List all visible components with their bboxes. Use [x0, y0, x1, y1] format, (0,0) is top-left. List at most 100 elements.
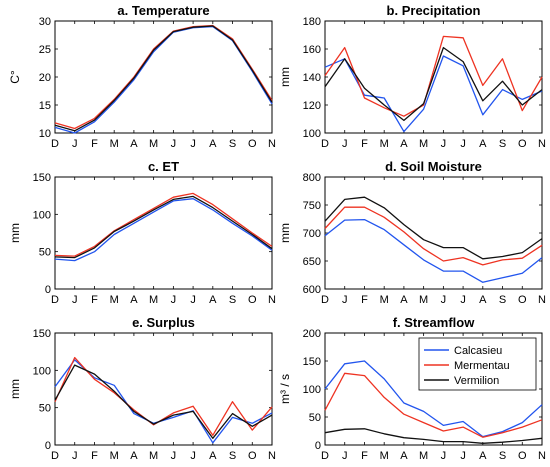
- x-tick-label: D: [51, 450, 59, 462]
- legend-entry: Vermilion: [454, 375, 499, 387]
- x-tick-label: J: [72, 138, 78, 150]
- y-tick-label: 650: [303, 256, 321, 268]
- x-tick-label: A: [479, 294, 487, 306]
- y-tick-label: 120: [303, 100, 321, 112]
- x-tick-label: F: [361, 294, 368, 306]
- legend-box: [418, 337, 537, 391]
- y-axis-label: mm: [278, 223, 292, 243]
- x-tick-label: J: [460, 294, 466, 306]
- y-tick-label: 25: [39, 44, 51, 56]
- y-tick-label: 100: [303, 384, 321, 396]
- x-tick-label: M: [419, 294, 428, 306]
- x-tick-label: A: [209, 294, 217, 306]
- y-tick-label: 160: [303, 44, 321, 56]
- x-tick-label: F: [361, 450, 368, 462]
- x-tick-label: N: [538, 138, 546, 150]
- x-tick-label: J: [441, 450, 447, 462]
- x-tick-label: F: [91, 450, 98, 462]
- plot-frame: [54, 176, 273, 290]
- y-tick-label: 50: [39, 403, 51, 415]
- x-tick-label: D: [51, 294, 59, 306]
- x-tick-label: A: [130, 294, 138, 306]
- x-tick-label: F: [91, 138, 98, 150]
- x-tick-label: O: [518, 294, 527, 306]
- x-tick-label: J: [342, 294, 348, 306]
- x-tick-label: J: [171, 294, 177, 306]
- x-tick-label: M: [380, 450, 389, 462]
- x-tick-label: F: [91, 294, 98, 306]
- x-tick-label: M: [149, 138, 158, 150]
- x-tick-label: A: [400, 294, 408, 306]
- y-tick-label: 150: [303, 356, 321, 368]
- x-tick-label: F: [361, 138, 368, 150]
- y-tick-label: 0: [45, 440, 51, 452]
- y-tick-label: 180: [303, 16, 321, 28]
- x-tick-label: O: [518, 450, 527, 462]
- y-tick-label: 10: [39, 128, 51, 140]
- x-tick-label: J: [171, 450, 177, 462]
- series-line-calcasieu: [324, 55, 543, 133]
- x-tick-label: S: [499, 450, 506, 462]
- y-tick-label: 150: [33, 172, 51, 184]
- x-tick-label: A: [400, 138, 408, 150]
- legend-entry: Mermentau: [454, 360, 510, 372]
- plot-frame: [54, 20, 273, 134]
- x-tick-label: J: [190, 138, 196, 150]
- y-tick-label: 20: [39, 72, 51, 84]
- x-tick-label: N: [538, 450, 546, 462]
- y-tick-label: 15: [39, 100, 51, 112]
- series-line-vermilion: [324, 196, 543, 260]
- panel-title: c. ET: [148, 159, 179, 174]
- x-tick-label: O: [518, 138, 527, 150]
- x-tick-label: D: [321, 294, 329, 306]
- x-tick-label: S: [229, 450, 236, 462]
- y-axis-label: mm: [8, 223, 22, 243]
- series-line-calcasieu: [54, 25, 273, 134]
- x-tick-label: A: [479, 138, 487, 150]
- x-tick-label: J: [190, 294, 196, 306]
- y-tick-label: 30: [39, 16, 51, 28]
- x-tick-label: A: [209, 138, 217, 150]
- x-tick-label: M: [110, 294, 119, 306]
- plot-frame: [54, 332, 273, 446]
- y-tick-label: 100: [33, 365, 51, 377]
- panel-title: f. Streamflow: [393, 315, 476, 330]
- x-tick-label: N: [538, 294, 546, 306]
- series-line-vermilion: [54, 195, 273, 259]
- y-tick-label: 0: [315, 440, 321, 452]
- x-tick-label: A: [209, 450, 217, 462]
- y-tick-label: 0: [45, 284, 51, 296]
- x-tick-label: M: [149, 294, 158, 306]
- x-tick-label: A: [130, 138, 138, 150]
- y-axis-label: mm: [278, 67, 292, 87]
- series-line-mermentau: [324, 206, 543, 266]
- x-tick-label: M: [419, 450, 428, 462]
- x-tick-label: M: [380, 138, 389, 150]
- x-tick-label: N: [268, 138, 276, 150]
- x-tick-label: O: [248, 294, 257, 306]
- y-tick-label: 140: [303, 72, 321, 84]
- y-tick-label: 50: [309, 412, 321, 424]
- x-tick-label: J: [342, 138, 348, 150]
- series-line-vermilion: [54, 25, 273, 132]
- x-tick-label: D: [321, 138, 329, 150]
- panel-title: e. Surplus: [132, 315, 195, 330]
- x-tick-label: O: [248, 138, 257, 150]
- panel-title: d. Soil Moisture: [385, 159, 482, 174]
- x-tick-label: M: [380, 294, 389, 306]
- y-tick-label: 100: [303, 128, 321, 140]
- x-tick-label: J: [72, 450, 78, 462]
- series-line-calcasieu: [324, 218, 543, 283]
- x-tick-label: A: [479, 450, 487, 462]
- x-tick-label: J: [72, 294, 78, 306]
- x-tick-label: S: [229, 294, 236, 306]
- y-axis-label: m³ / s: [278, 374, 292, 404]
- series-line-vermilion: [324, 46, 543, 122]
- y-tick-label: 750: [303, 200, 321, 212]
- x-tick-label: J: [171, 138, 177, 150]
- series-line-mermentau: [324, 35, 543, 117]
